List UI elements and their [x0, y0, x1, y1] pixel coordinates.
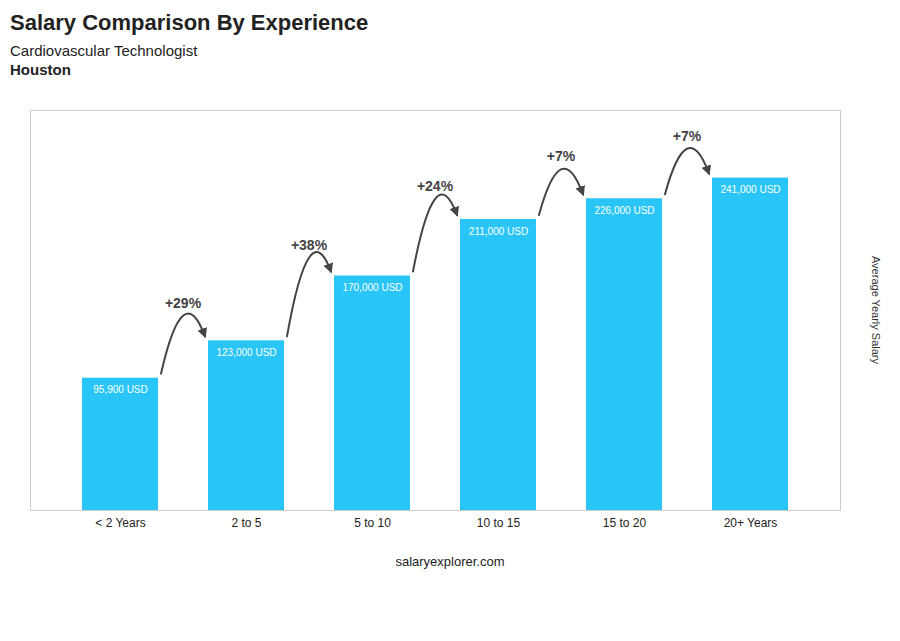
svg-text:20+ Years: 20+ Years [724, 516, 778, 530]
svg-text:95,900 USD: 95,900 USD [93, 384, 147, 395]
svg-text:211,000 USD: 211,000 USD [469, 226, 528, 237]
svg-text:< 2 Years: < 2 Years [95, 516, 145, 530]
svg-text:5 to 10: 5 to 10 [354, 516, 391, 530]
svg-text:+7%: +7% [673, 128, 702, 144]
svg-text:+7%: +7% [547, 148, 576, 164]
svg-text:+29%: +29% [165, 295, 202, 311]
html-text:Salary Comparison By Experienc: Salary Comparison By Experience [10, 10, 369, 35]
svg-text:226,000 USD: 226,000 USD [594, 205, 654, 216]
html-text:salaryexplorer.com: salaryexplorer.com [395, 554, 505, 569]
svg-text:123,000 USD: 123,000 USD [216, 347, 276, 358]
svg-text:170,000 USD: 170,000 USD [342, 282, 402, 293]
svg-text:2 to 5: 2 to 5 [231, 516, 261, 530]
html-text:Houston: Houston [10, 61, 71, 78]
svg-text:Average Yearly Salary: Average Yearly Salary [870, 256, 882, 365]
svg-text:241,000 USD: 241,000 USD [720, 184, 780, 195]
svg-text:15 to 20: 15 to 20 [603, 516, 647, 530]
html-text:Cardiovascular Technologist: Cardiovascular Technologist [10, 42, 198, 59]
svg-text:+38%: +38% [291, 237, 328, 253]
svg-text:+24%: +24% [417, 178, 454, 194]
svg-text:10 to 15: 10 to 15 [477, 516, 521, 530]
